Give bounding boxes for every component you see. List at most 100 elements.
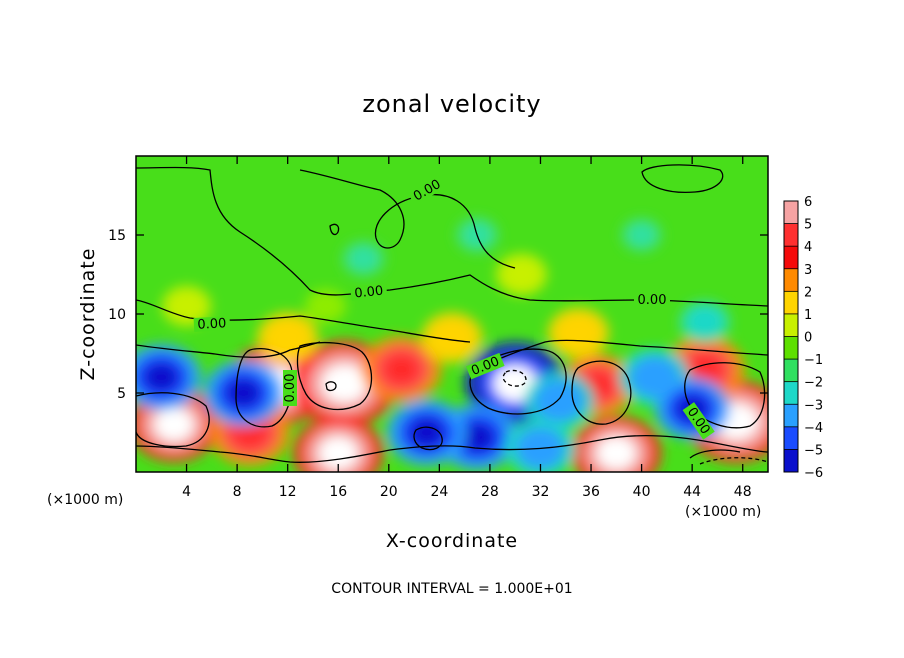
x-tick-label: 20 bbox=[380, 484, 398, 500]
x-tick-label: 24 bbox=[430, 484, 448, 500]
flow-cell-mid bbox=[534, 379, 585, 422]
flow-cell-core bbox=[143, 362, 179, 392]
colorbar-label: −6 bbox=[804, 466, 823, 481]
x-tick-label: 32 bbox=[532, 484, 550, 500]
eastward-flow-cell bbox=[547, 307, 609, 359]
colorbar-label: 1 bbox=[804, 308, 812, 323]
contour-label: 0.00 bbox=[638, 293, 667, 308]
colorbar-label: −3 bbox=[804, 398, 823, 413]
x-unit-label-left: (×1000 m) bbox=[47, 492, 123, 508]
colorbar-label: 6 bbox=[804, 195, 812, 210]
colorbar-swatch bbox=[784, 336, 798, 360]
contour-line bbox=[136, 435, 768, 463]
westward-flow-cell bbox=[620, 217, 663, 253]
flow-cell-mid bbox=[686, 306, 723, 338]
colorbar-swatch bbox=[784, 359, 798, 383]
colorbar-swatch bbox=[784, 313, 798, 337]
colorbar-swatch bbox=[784, 291, 798, 315]
chart-title: zonal velocity bbox=[362, 90, 541, 118]
flow-cell-mid bbox=[169, 291, 204, 321]
x-tick-label: 12 bbox=[279, 484, 297, 500]
contour-line bbox=[136, 299, 471, 343]
contour-line bbox=[235, 348, 293, 428]
colorbar-swatch bbox=[784, 223, 798, 247]
x-tick-label: 44 bbox=[683, 484, 701, 500]
colorbar-label: −4 bbox=[804, 421, 823, 436]
flow-cell-core bbox=[409, 417, 445, 448]
contour-line bbox=[469, 348, 567, 415]
flow-cell-core bbox=[596, 436, 636, 470]
flow-cell-core bbox=[459, 422, 495, 452]
x-tick-label: 36 bbox=[582, 484, 600, 500]
colorbar-swatch bbox=[784, 449, 798, 473]
flow-cell-core bbox=[383, 354, 419, 384]
contour-line bbox=[413, 426, 443, 451]
x-unit-label-right: (×1000 m) bbox=[685, 504, 761, 520]
colorbar-swatch bbox=[784, 246, 798, 270]
velocity-field bbox=[136, 216, 768, 472]
contour-line bbox=[136, 392, 210, 448]
contour-label: 0.00 bbox=[197, 316, 227, 332]
contour-label: 0.00 bbox=[354, 284, 384, 302]
x-axis: 4 8 12 16 20 24 28 32 36 40 44 48 bbox=[182, 156, 752, 500]
x-tick-label: 8 bbox=[233, 484, 242, 500]
flow-cell-mid bbox=[627, 222, 657, 248]
westward-flow-cell bbox=[341, 240, 386, 277]
westward-flow-cell bbox=[136, 343, 202, 411]
colorbar-label: −5 bbox=[804, 443, 823, 458]
contour-line bbox=[689, 449, 741, 459]
x-tick-label: 4 bbox=[182, 484, 191, 500]
colorbar-label: 4 bbox=[804, 240, 812, 255]
contour-line bbox=[299, 169, 516, 269]
contour-line bbox=[641, 164, 724, 194]
flow-cell-core bbox=[318, 436, 358, 470]
x-tick-label: 16 bbox=[329, 484, 347, 500]
flow-cell-core bbox=[321, 364, 368, 403]
y-axis-label: Z-coordinate bbox=[77, 248, 99, 381]
x-axis-label: X-coordinate bbox=[386, 530, 518, 552]
colorbar-label: 5 bbox=[804, 218, 812, 233]
flow-cell-core bbox=[154, 408, 194, 442]
westward-flow-cell bbox=[386, 399, 467, 466]
colorbar-label: 0 bbox=[804, 331, 812, 346]
colorbar-swatch bbox=[784, 404, 798, 428]
y-tick-label: 15 bbox=[108, 228, 126, 244]
colorbar-label: 2 bbox=[804, 285, 812, 300]
flow-cell-core bbox=[687, 354, 723, 384]
y-tick-label: 10 bbox=[108, 307, 126, 323]
eastward-flow-cell bbox=[571, 415, 662, 472]
colorbar-swatch bbox=[784, 268, 798, 292]
contour-line bbox=[699, 457, 768, 465]
contour-line bbox=[136, 341, 321, 358]
y-axis: 5 10 15 bbox=[108, 228, 768, 402]
eastward-flow-cell bbox=[495, 253, 548, 296]
eastward-flow-cell bbox=[361, 336, 442, 403]
contour-line bbox=[571, 360, 632, 425]
flow-cell-core bbox=[225, 378, 261, 408]
colorbar-label: −2 bbox=[804, 376, 823, 391]
westward-flow-cell bbox=[679, 300, 731, 344]
colorbar-label: 3 bbox=[804, 263, 812, 278]
x-tick-label: 40 bbox=[633, 484, 651, 500]
contour-interval-note: CONTOUR INTERVAL = 1.000E+01 bbox=[331, 581, 572, 597]
contour-line bbox=[684, 362, 766, 429]
eastward-flow-cell bbox=[421, 312, 483, 363]
flow-cell-mid bbox=[430, 319, 474, 356]
eastward-flow-cell bbox=[257, 312, 319, 363]
colorbar-swatch bbox=[784, 381, 798, 405]
colorbar-swatch bbox=[784, 426, 798, 450]
eastward-flow-cell bbox=[161, 285, 212, 327]
flow-cell-mid bbox=[503, 259, 540, 290]
contour-line bbox=[469, 339, 768, 373]
colorbar-label: −1 bbox=[804, 353, 823, 368]
plot-area: 0.00 0.00 0.00 0.00 0.00 0.00 0.00 bbox=[136, 156, 768, 472]
colorbar: 6 5 4 3 2 1 0 −1 −2 −3 −4 −5 −6 bbox=[783, 195, 823, 481]
contour-lines bbox=[136, 164, 768, 465]
y-tick-label: 5 bbox=[117, 386, 126, 402]
flow-cell-mid bbox=[311, 293, 341, 319]
eastward-flow-cell bbox=[293, 415, 384, 472]
eastward-flow-cell bbox=[304, 288, 347, 324]
contour-line bbox=[325, 381, 337, 392]
colorbar-swatch bbox=[784, 201, 798, 225]
